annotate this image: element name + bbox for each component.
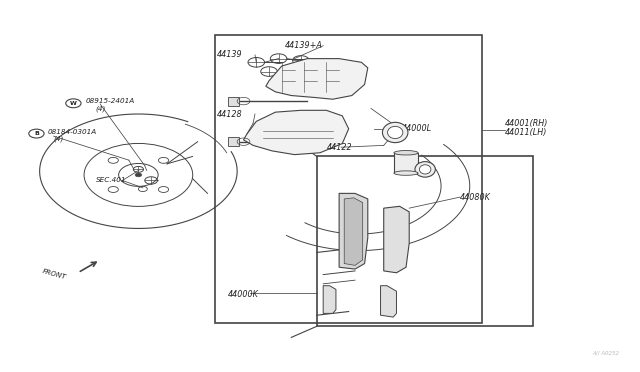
Polygon shape	[381, 286, 396, 317]
Text: B: B	[34, 131, 39, 136]
Circle shape	[135, 173, 141, 177]
Polygon shape	[384, 206, 409, 273]
Text: 44000K: 44000K	[228, 291, 259, 299]
Polygon shape	[323, 286, 336, 313]
Bar	[317, 157, 534, 326]
Ellipse shape	[383, 122, 408, 142]
Polygon shape	[344, 198, 363, 265]
Text: 44001(RH): 44001(RH)	[505, 119, 548, 128]
Text: W: W	[70, 101, 77, 106]
Bar	[215, 35, 483, 323]
Bar	[394, 153, 418, 173]
Polygon shape	[339, 193, 368, 269]
Text: FRONT: FRONT	[42, 269, 67, 281]
Text: 44139: 44139	[217, 51, 243, 60]
Ellipse shape	[388, 126, 403, 138]
Text: 08915-2401A: 08915-2401A	[86, 99, 135, 105]
Text: SEC.401: SEC.401	[96, 177, 126, 183]
Text: A// A0252: A// A0252	[593, 351, 620, 356]
Polygon shape	[244, 110, 349, 155]
Text: 44122: 44122	[326, 143, 352, 152]
Ellipse shape	[419, 165, 431, 174]
Polygon shape	[266, 59, 368, 99]
Bar	[228, 97, 239, 106]
Text: 44011(LH): 44011(LH)	[505, 128, 547, 137]
Ellipse shape	[394, 171, 418, 175]
Text: 44139+A: 44139+A	[285, 41, 323, 50]
Bar	[228, 137, 239, 146]
Text: 44000L: 44000L	[401, 124, 432, 133]
Text: (4): (4)	[54, 136, 64, 142]
Text: 44128: 44128	[217, 109, 243, 119]
Ellipse shape	[394, 151, 418, 155]
Text: 08184-0301A: 08184-0301A	[48, 129, 97, 135]
Text: (4): (4)	[96, 106, 106, 112]
Text: 44080K: 44080K	[460, 193, 491, 202]
Ellipse shape	[415, 161, 435, 177]
